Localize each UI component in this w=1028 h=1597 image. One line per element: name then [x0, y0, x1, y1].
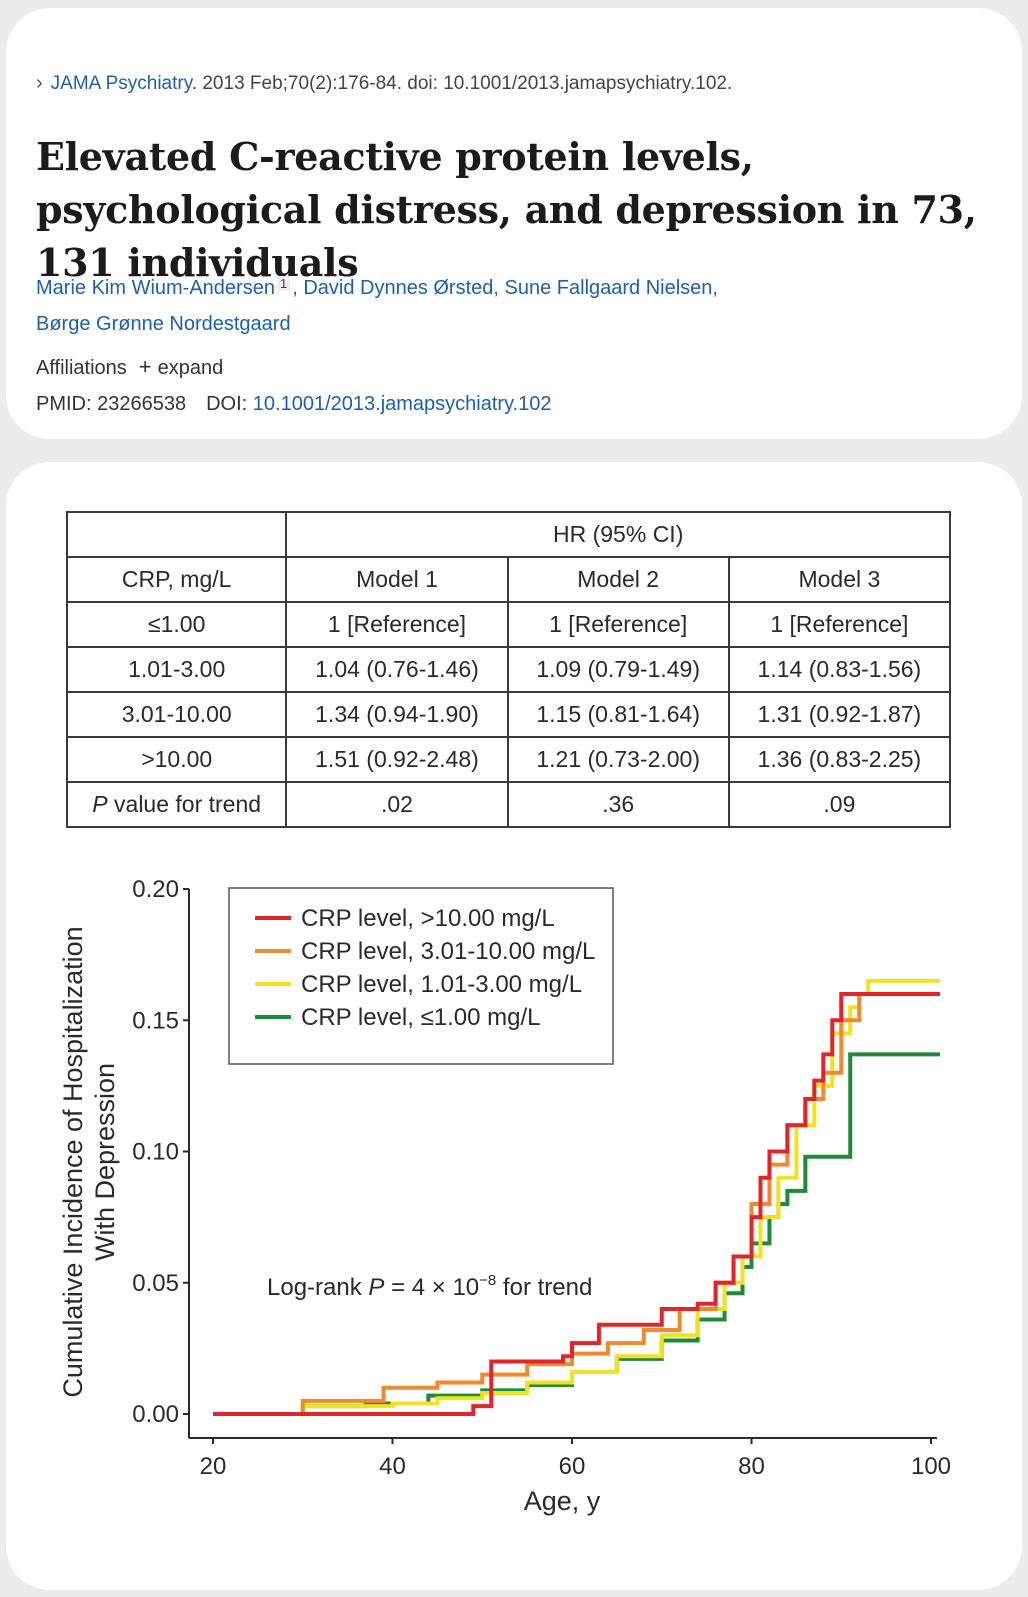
y-axis-label: With Depression	[90, 1063, 120, 1261]
table-cell	[65, 511, 288, 558]
x-tick-label: 80	[738, 1453, 765, 1480]
identifiers: PMID: 23266538 DOI: 10.1001/2013.jamapsyc…	[36, 393, 552, 416]
column-header: CRP, mg/L	[65, 556, 288, 603]
chevron-right-icon: ›	[36, 72, 43, 94]
journal-citation: › JAMA Psychiatry. 2013 Feb;70(2):176-84.…	[36, 72, 732, 95]
table-cell: 1.04 (0.76-1.46)	[285, 646, 509, 693]
table-row: >10.00 1.51 (0.92-2.48) 1.21 (0.73-2.00)…	[65, 736, 952, 783]
citation-details: . 2013 Feb;70(2):176-84. doi: 10.1001/20…	[191, 73, 733, 94]
table-row: P value for trend .02 .36 .09	[65, 781, 952, 828]
table-cell: 3.01-10.00	[65, 691, 288, 738]
table-cell: >10.00	[65, 736, 288, 783]
affiliations-toggle[interactable]: Affiliations + expand	[36, 354, 223, 380]
column-header: Model 3	[727, 556, 952, 603]
x-axis-label: Age, y	[524, 1486, 601, 1516]
table-group-header: HR (95% CI)	[285, 511, 951, 558]
article-title: Elevated C-reactive protein levels, psyc…	[36, 134, 977, 285]
table-row: 1.01-3.00 1.04 (0.76-1.46) 1.09 (0.79-1.…	[65, 646, 952, 693]
column-header: Model 1	[285, 556, 509, 603]
legend-entry: CRP level, 3.01-10.00 mg/L	[301, 938, 595, 965]
table-cell: 1.34 (0.94-1.90)	[285, 691, 509, 738]
legend-entry: CRP level, >10.00 mg/L	[301, 905, 555, 932]
legend-box	[228, 887, 614, 1065]
x-tick-label: 40	[379, 1453, 406, 1480]
plus-icon: +	[138, 354, 152, 379]
table-row: 3.01-10.00 1.34 (0.94-1.90) 1.15 (0.81-1…	[65, 691, 952, 738]
table-cell: 1.15 (0.81-1.64)	[506, 691, 730, 738]
doi-link[interactable]: 10.1001/2013.jamapsychiatry.102	[252, 393, 552, 415]
table-cell: 1.01-3.00	[65, 646, 288, 693]
author-link[interactable]: David Dynnes Ørsted	[303, 277, 494, 299]
series-line	[213, 992, 940, 1416]
author-link[interactable]: Sune Fallgaard Nielsen	[504, 277, 713, 299]
trend-label: P value for trend	[65, 781, 288, 828]
pmid: PMID: 23266538	[36, 393, 187, 415]
table-cell: 1.36 (0.83-2.25)	[727, 736, 952, 783]
y-axis-label: Cumulative Incidence of Hospitalization	[58, 926, 88, 1397]
affiliations-label: Affiliations	[36, 357, 127, 379]
table-cell: ≤1.00	[65, 601, 288, 648]
table-cell: .02	[285, 781, 509, 828]
table-cell: 1 [Reference]	[506, 601, 730, 648]
annotation-logrank: Log-rank P = 4 × 10−8 for trend	[267, 1272, 592, 1301]
y-tick-label: 0.20	[132, 876, 179, 903]
table-header-row: HR (95% CI)	[65, 511, 951, 558]
author-link[interactable]: Marie Kim Wium-Andersen	[36, 277, 275, 299]
table-cell: 1.31 (0.92-1.87)	[727, 691, 952, 738]
hazard-ratio-table: HR (95% CI) CRP, mg/L Model 1 Model 2 Mo…	[65, 511, 952, 828]
table-cell: .36	[506, 781, 730, 828]
affiliation-number[interactable]: 1	[276, 276, 291, 291]
legend-entry: CRP level, 1.01-3.00 mg/L	[301, 971, 582, 998]
doi-label: DOI:	[206, 393, 248, 415]
x-tick-label: 20	[200, 1453, 227, 1480]
y-tick-label: 0.10	[132, 1139, 179, 1166]
table-cell: 1 [Reference]	[727, 601, 952, 648]
author-link[interactable]: Børge Grønne Nordestgaard	[36, 313, 291, 335]
table-row: ≤1.00 1 [Reference] 1 [Reference] 1 [Ref…	[65, 601, 952, 648]
table-cell: 1 [Reference]	[285, 601, 509, 648]
journal-link[interactable]: JAMA Psychiatry	[50, 73, 192, 94]
expand-label: expand	[157, 357, 224, 379]
column-header: Model 2	[506, 556, 730, 603]
table-cell: 1.14 (0.83-1.56)	[727, 646, 952, 693]
table-cell: .09	[727, 781, 952, 828]
citation-card: › JAMA Psychiatry. 2013 Feb;70(2):176-84.…	[6, 8, 1022, 439]
y-tick-label: 0.00	[132, 1401, 179, 1428]
table-cell: 1.21 (0.73-2.00)	[506, 736, 730, 783]
author-list: Marie Kim Wium-Andersen 1, David Dynnes Ø…	[36, 276, 718, 335]
y-tick-label: 0.15	[132, 1007, 179, 1034]
table-cell: 1.09 (0.79-1.49)	[506, 646, 730, 693]
y-tick-label: 0.05	[132, 1270, 179, 1297]
legend-entry: CRP level, ≤1.00 mg/L	[301, 1004, 541, 1031]
table-cell: 1.51 (0.92-2.48)	[285, 736, 509, 783]
x-tick-label: 100	[911, 1453, 951, 1480]
series-line	[213, 1052, 940, 1416]
table-header-row: CRP, mg/L Model 1 Model 2 Model 3	[65, 556, 952, 603]
x-tick-label: 60	[559, 1453, 586, 1480]
